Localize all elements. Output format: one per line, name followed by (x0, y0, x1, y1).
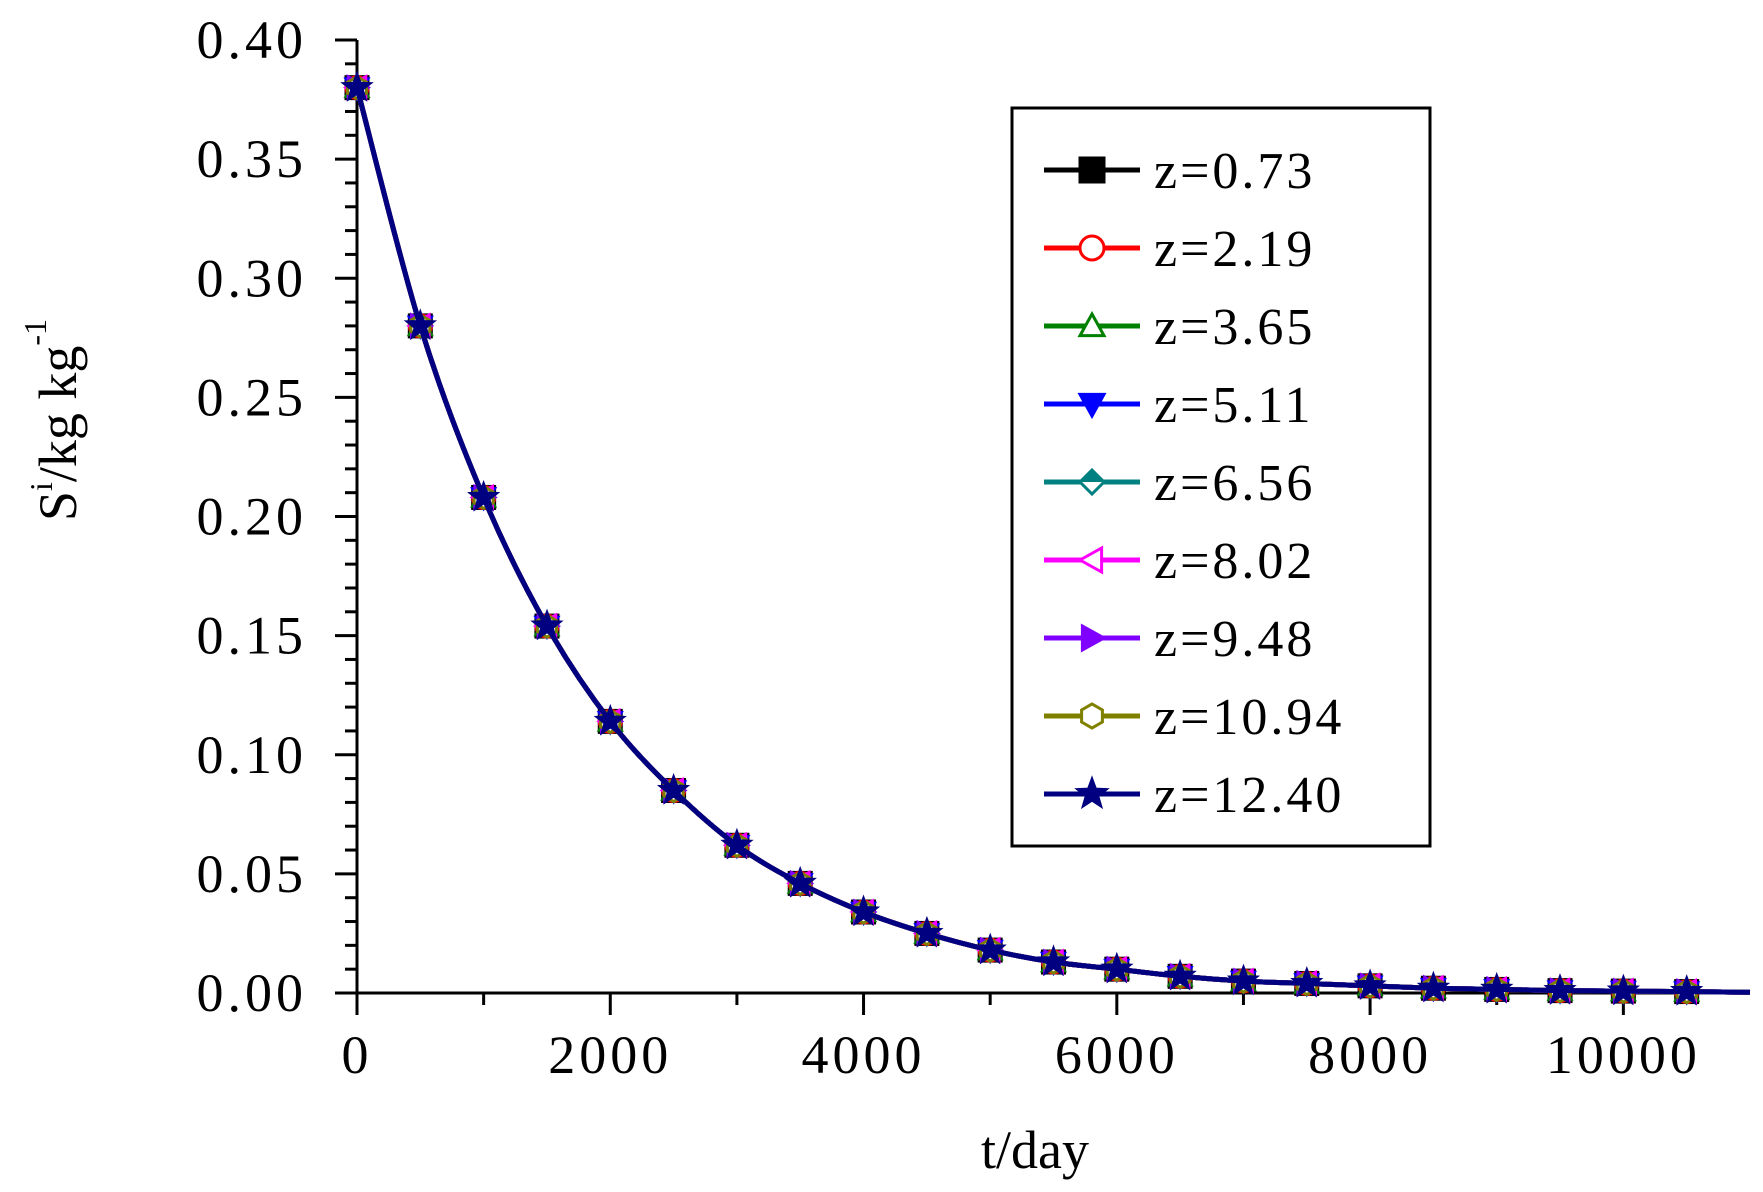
x-tick-label: 2000 (548, 1025, 672, 1085)
series-z=12.40 (340, 70, 1751, 1006)
data-point (1290, 966, 1324, 998)
legend: z=0.73 z=2.19 z=3.65 z=5.11 z=6.56 z=8.02 z=9.… (1010, 106, 1432, 848)
legend-item: z=12.40 (1044, 767, 1344, 824)
data-point (530, 608, 564, 641)
x-tick-label: 6000 (1055, 1025, 1179, 1085)
data-point (466, 479, 501, 512)
legend-label: z=8.02 (1154, 533, 1315, 590)
data-point (1100, 951, 1134, 984)
y-tick-label: 0.40 (197, 10, 308, 70)
data-point (973, 932, 1007, 965)
x-tick-label: 4000 (802, 1025, 926, 1085)
y-axis-title-sup2: -1 (17, 319, 53, 346)
legend-item: z=9.48 (1044, 611, 1315, 668)
legend-item: z=2.19 (1044, 221, 1315, 278)
legend-item: z=10.94 (1044, 689, 1344, 746)
axes: 0.00 0.05 0.10 0.15 0.20 0.25 0.30 0.35 0.40 0 200… (197, 10, 1750, 1085)
series-layer (340, 70, 1751, 1006)
data-point (1226, 963, 1261, 996)
data-point (783, 865, 817, 898)
y-axis-title: Si/kg kg-1 (17, 319, 88, 521)
legend-item: z=6.56 (1044, 455, 1315, 512)
y-tick-label: 0.00 (197, 963, 308, 1023)
y-axis-title-mid: /kg kg (28, 346, 88, 483)
data-point (1480, 971, 1514, 1004)
y-tick-label: 0.05 (197, 844, 308, 904)
legend-label: z=5.11 (1154, 377, 1313, 434)
data-point (1416, 970, 1451, 1003)
legend-marker (1074, 775, 1110, 810)
data-point (1669, 974, 1704, 1006)
y-tick-label: 0.25 (197, 367, 308, 427)
legend-marker (1077, 467, 1107, 497)
data-point (1606, 973, 1640, 1006)
data-point (846, 894, 881, 927)
y-tick-label: 0.30 (197, 248, 308, 308)
y-tick-label: 0.20 (197, 487, 308, 547)
legend-label: z=9.48 (1154, 611, 1315, 668)
diamond-fill (1080, 470, 1104, 482)
data-point (1036, 944, 1071, 977)
x-axis-title: t/day (981, 1120, 1089, 1180)
legend-marker (1077, 310, 1107, 338)
data-point (910, 915, 944, 948)
data-point (720, 827, 754, 860)
y-tick-label: 0.10 (197, 725, 308, 785)
data-point (1543, 973, 1577, 1005)
legend-marker (1078, 234, 1106, 262)
data-point (1353, 968, 1387, 1000)
legend-label: z=12.40 (1154, 767, 1344, 824)
legend-item: z=3.65 (1044, 299, 1315, 356)
y-tick-label: 0.35 (197, 129, 308, 189)
data-point (593, 703, 627, 736)
y-tick-label: 0.15 (197, 606, 308, 666)
legend-marker (1078, 156, 1106, 184)
legend-label: z=6.56 (1154, 455, 1315, 512)
legend-label: z=0.73 (1154, 143, 1315, 200)
legend-marker (1076, 545, 1104, 575)
legend-item: z=0.73 (1044, 143, 1315, 200)
legend-label: z=10.94 (1154, 689, 1344, 746)
legend-marker (1080, 702, 1104, 730)
y-axis-title-sup1: i (23, 482, 59, 491)
data-point (403, 308, 438, 341)
y-axis-title-main: S (28, 491, 88, 521)
legend-marker (1077, 392, 1107, 420)
x-tick-label: 0 (342, 1025, 373, 1085)
data-point (1163, 958, 1197, 991)
legend-marker (1080, 623, 1108, 653)
legend-item: z=5.11 (1044, 377, 1313, 434)
legend-label: z=3.65 (1154, 299, 1315, 356)
data-point (656, 772, 691, 805)
x-tick-label: 8000 (1308, 1025, 1432, 1085)
legend-label: z=2.19 (1154, 221, 1315, 278)
data-point (340, 70, 374, 102)
x-tick-label: 10000 (1546, 1025, 1701, 1085)
legend-item: z=8.02 (1044, 533, 1315, 590)
